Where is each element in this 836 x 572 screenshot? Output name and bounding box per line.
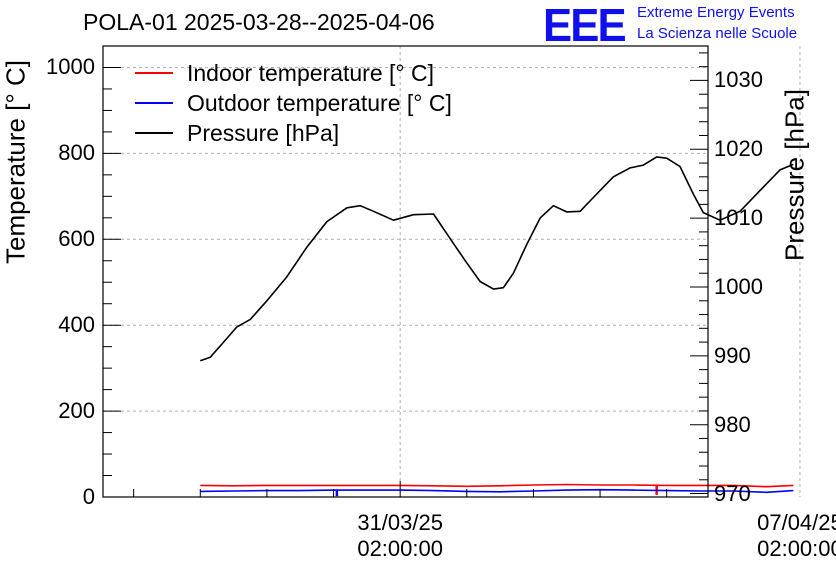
y-axis-label-right: Pressure [hPa] xyxy=(779,89,810,261)
y-tick-label: 800 xyxy=(58,140,95,166)
y2-tick-label: 980 xyxy=(714,411,751,437)
chart-title: POLA-01 2025-03-28--2025-04-06 xyxy=(83,9,435,35)
y-tick-label: 0 xyxy=(82,484,95,509)
y-tick-label: 600 xyxy=(58,226,95,252)
legend-item-outdoor: Outdoor temperature [° C] xyxy=(135,88,452,118)
y2-tick-label: 1010 xyxy=(714,205,763,231)
legend-swatch-outdoor xyxy=(135,102,173,104)
indoor-temperature-line xyxy=(200,483,794,488)
x-tick-label: 07/04/25 02:00:00 xyxy=(757,510,836,562)
series-group xyxy=(200,156,794,497)
legend-swatch-indoor xyxy=(135,72,173,74)
y-tick-label: 400 xyxy=(58,312,95,338)
legend-label-outdoor: Outdoor temperature [° C] xyxy=(187,89,452,116)
x-tick-time: 02:00:00 xyxy=(757,536,836,561)
legend-item-pressure: Pressure [hPa] xyxy=(135,118,452,148)
legend: Indoor temperature [° C] Outdoor tempera… xyxy=(135,58,452,148)
y2-tick-label: 990 xyxy=(714,342,751,368)
x-tick-date: 07/04/25 xyxy=(757,510,836,535)
eee-logo: EEE xyxy=(543,0,627,51)
legend-label-pressure: Pressure [hPa] xyxy=(187,119,340,146)
brand-line-1: Extreme Energy Events xyxy=(637,4,795,21)
y-tick-label: 200 xyxy=(58,398,95,424)
y2-tick-label: 1000 xyxy=(714,273,763,299)
y2-tick-label: 1030 xyxy=(714,67,763,93)
y2-tick-label: 1020 xyxy=(714,136,763,162)
x-tick-date: 31/03/25 xyxy=(357,510,443,535)
gridlines xyxy=(103,46,801,497)
x-tick-label: 31/03/25 02:00:00 xyxy=(357,510,443,562)
axes-group xyxy=(102,45,709,498)
legend-item-indoor: Indoor temperature [° C] xyxy=(135,58,452,88)
plot-frame xyxy=(102,45,709,498)
outdoor-temperature-line xyxy=(200,488,794,494)
legend-swatch-pressure xyxy=(135,132,173,134)
y-tick-label: 1000 xyxy=(46,54,95,80)
y2-tick-label: 970 xyxy=(714,480,751,506)
brand-line-2: La Scienza nelle Scuole xyxy=(637,25,798,42)
x-tick-time: 02:00:00 xyxy=(357,536,443,561)
legend-label-indoor: Indoor temperature [° C] xyxy=(187,59,434,86)
pressure-line xyxy=(200,156,794,362)
